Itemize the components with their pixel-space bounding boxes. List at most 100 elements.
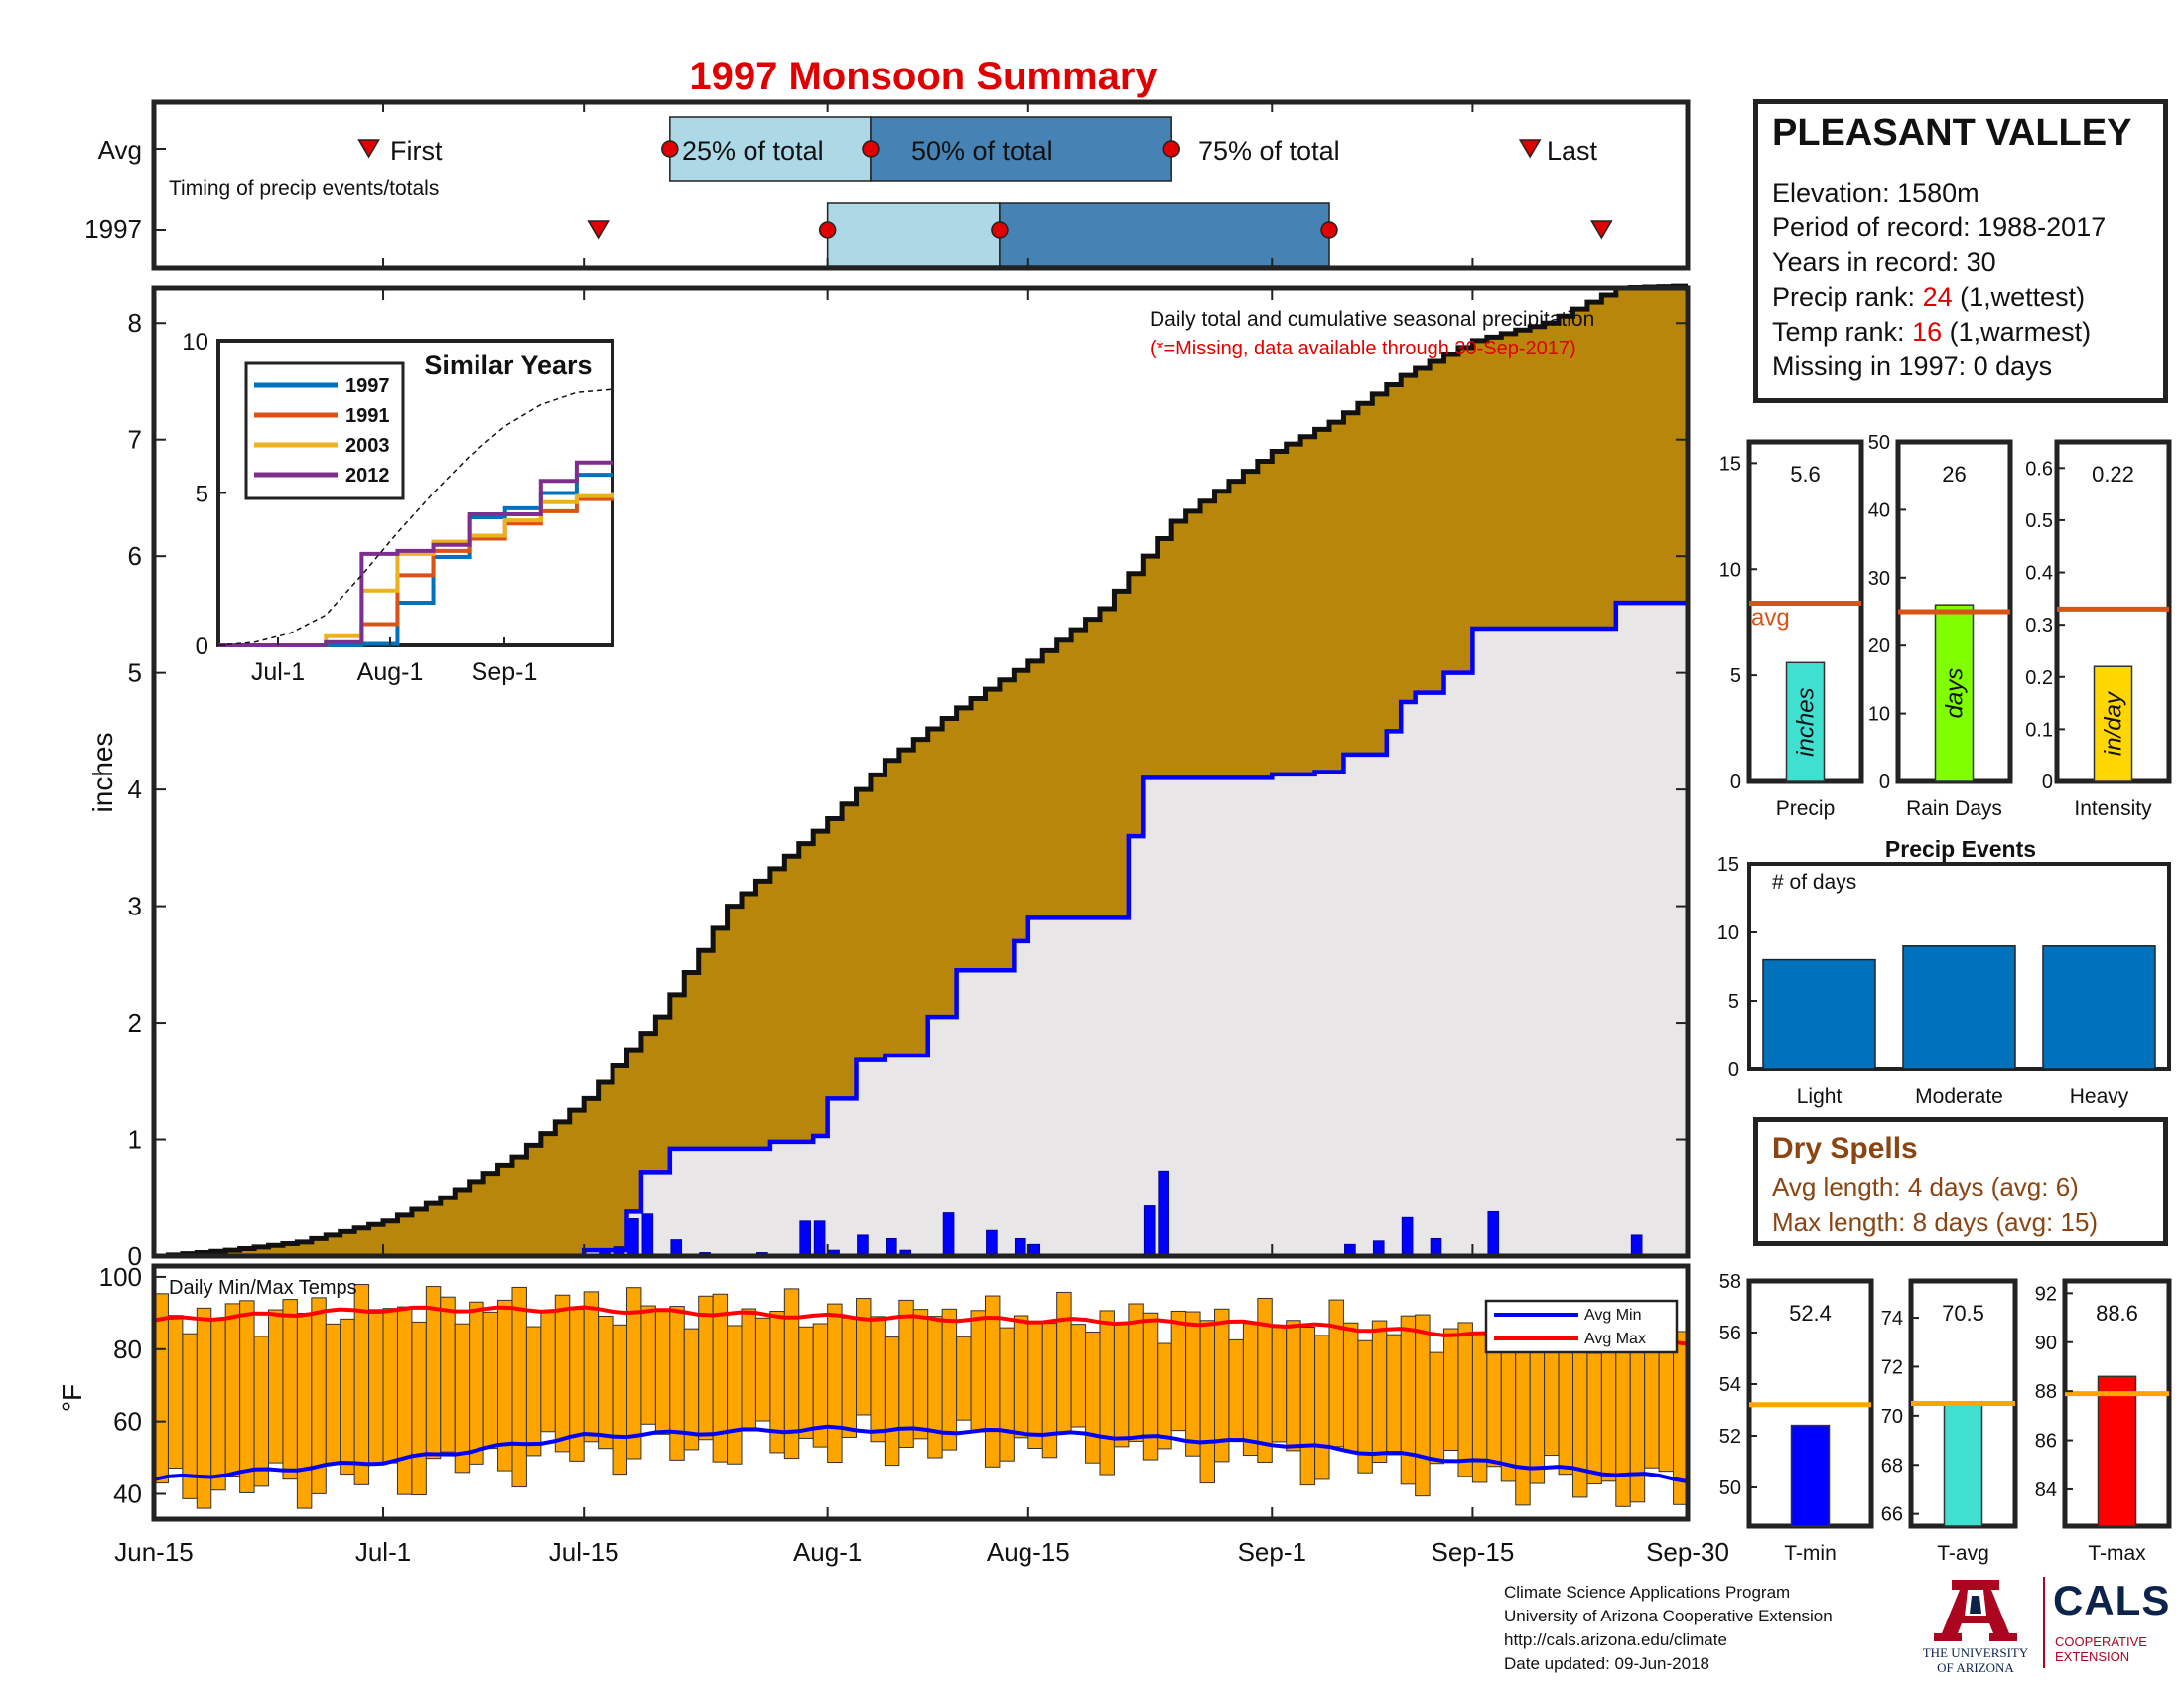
precip-events-chart: Light Moderate Heavy 0 5 10 15 [1717, 854, 2171, 1108]
timing-box-y1997-early [826, 202, 1001, 267]
main-y-axis-label: inches [87, 733, 118, 813]
inset-x-tick-label: Jul-1 [251, 658, 305, 686]
temp-chart-title: Daily Min/Max Temps [169, 1277, 357, 1299]
small-panel-y-tick-label: 0.3 [2025, 615, 2053, 636]
station-period: Period of record: 1988-2017 [1772, 212, 2107, 242]
cals-line2: EXTENSION [2055, 1649, 2130, 1664]
cals-line1: COOPERATIVE [2055, 1634, 2147, 1649]
timing-dot-avg-3 [1162, 140, 1180, 158]
daily-temps-chart: 40 60 80 100 Jun-15 Jul-1 Jul-15 Aug-1 Aug-15 Sep… [99, 1262, 1729, 1567]
daily-precip-bar [857, 1234, 869, 1257]
figure-title: 1997 Monsoon Summary [689, 55, 1158, 98]
daily-temp-range-bar [1571, 1336, 1588, 1498]
daily-temp-range-bar [167, 1315, 184, 1470]
dry-spells-box: Dry Spells Avg length: 4 days (avg: 6) M… [1753, 1117, 2168, 1246]
daily-temp-range-bar [353, 1283, 370, 1485]
temp-summary-y-tick-label: 52 [1719, 1426, 1741, 1448]
daily-temp-range-bar [669, 1306, 685, 1461]
main-y-tick-label: 1 [128, 1125, 142, 1155]
temp-summary-category-label: T-avg [1937, 1542, 1989, 1565]
daily-temp-range-bar [1342, 1322, 1359, 1452]
similar-year-line-2012 [218, 460, 613, 647]
main-plot-frame [151, 285, 1691, 1259]
daily-temp-range-bar [1558, 1332, 1573, 1476]
inset-legend-label: 1991 [345, 405, 390, 427]
avg-min-temp-line [153, 1424, 1689, 1484]
timing-dot-y1997-2 [991, 221, 1009, 239]
daily-temp-range-bar [239, 1300, 255, 1493]
temperature-summary-panels: 52.4 50 52 54 56 58 T-min 70.5 66 68 70 72 74 T-avg 88… [1719, 1271, 2172, 1565]
inset-legend-label: 2012 [345, 465, 390, 487]
small-panel-y-tick-label: 10 [1719, 559, 1741, 581]
main-y-tick-label: 2 [128, 1008, 142, 1038]
average-cumulative-line [154, 283, 1691, 1259]
small-panel-unit-label: days [1942, 668, 1969, 719]
precip-events-category-label: Light [1797, 1085, 1843, 1108]
timing-note: Timing of precip events/totals [169, 177, 439, 200]
timing-triangle-y1997-first [587, 220, 610, 240]
legend-avg-max-label: Avg Max [1584, 1331, 1646, 1347]
cumulative-precip-chart: 0 1 2 3 4 5 6 7 8 [128, 283, 1691, 1271]
temp-summary-y-tick-label: 54 [1719, 1374, 1741, 1396]
daily-temp-range-bar [640, 1305, 656, 1425]
cals-wordmark: CALS [2053, 1577, 2171, 1623]
dry-spells-max-length: Max length: 8 days (avg: 15) [1772, 1207, 2099, 1237]
x-axis-date-label: Sep-30 [1646, 1537, 1729, 1567]
main-y-tick-label: 0 [128, 1241, 142, 1271]
daily-precip-bar [1143, 1205, 1156, 1257]
small-panel-bar-intensity [2093, 665, 2133, 782]
temp-y-tick-label: 100 [99, 1262, 142, 1292]
x-axis-date-label: Jul-1 [355, 1537, 411, 1567]
daily-temp-range-bar [440, 1296, 456, 1453]
daily-temp-range-bar [1170, 1310, 1187, 1432]
daily-temp-range-bar [253, 1336, 270, 1487]
daily-temp-range-bar [1056, 1291, 1072, 1433]
small-panel-y-tick-label: 50 [1868, 432, 1890, 454]
daily-temp-range-bar [1515, 1343, 1531, 1506]
daily-temp-range-bar [1041, 1323, 1058, 1459]
daily-temp-range-bar [956, 1336, 972, 1421]
timing-dot-avg-1 [661, 140, 679, 158]
daily-temp-range-bar [210, 1318, 226, 1491]
daily-temp-range-bar [741, 1308, 756, 1429]
daily-temp-range-bar [340, 1318, 355, 1476]
similar-years-inset: 0 5 10 Jul-1 Aug-1 Sep-1 1997 1991 2003 2012 [182, 329, 614, 686]
station-precip-rank: Precip rank: 24 (1,wettest) [1772, 282, 2085, 313]
timing-triangle-avg-last [1518, 139, 1542, 159]
small-panel-category-label: Rain Days [1906, 797, 2002, 820]
inset-legend-label: 1997 [345, 375, 390, 397]
daily-temp-range-bar [368, 1309, 384, 1465]
inset-y-tick-label: 0 [196, 633, 208, 660]
legend-avg-min-label: Avg Min [1584, 1307, 1642, 1324]
daily-temp-range-bar [984, 1295, 1001, 1468]
avg-max-temp-line [153, 1305, 1689, 1346]
precip-events-y-tick-label: 10 [1717, 922, 1739, 944]
precip-events-title: Precip Events [1885, 836, 2036, 862]
small-panel-value-label: 5.6 [1790, 462, 1821, 487]
precip-events-bar-heavy [2042, 945, 2156, 1070]
main-y-tick-label: 7 [128, 425, 142, 455]
station-name: PLEASANT VALLEY [1772, 112, 2132, 154]
logo-divider [2043, 1577, 2045, 1668]
daily-temp-range-bar [927, 1316, 943, 1459]
small-panel-value-label: 0.22 [2092, 462, 2134, 487]
daily-precip-bar [799, 1220, 811, 1257]
dry-spells-avg-length: Avg length: 4 days (avg: 6) [1772, 1172, 2079, 1201]
precip-rank-value: 24 [1922, 282, 1953, 312]
small-panel-y-tick-label: 0.5 [2025, 510, 2053, 532]
daily-precip-bar [1158, 1170, 1169, 1257]
small-panel-unit-label: inches [1793, 687, 1820, 756]
daily-temp-range-bar [1199, 1320, 1216, 1484]
main-y-tick-label: 5 [128, 658, 142, 688]
temp-summary-value-label: 88.6 [2096, 1301, 2138, 1326]
daily-precip-bar [813, 1220, 826, 1257]
daily-temp-range-bar [1070, 1324, 1087, 1428]
inset-x-tick-label: Aug-1 [357, 658, 424, 686]
main-y-tick-label: 6 [128, 541, 142, 571]
daily-temp-range-bar [1500, 1347, 1517, 1482]
ua-wordmark-line2: OF ARIZONA [1937, 1660, 2014, 1675]
precip-events-bar-light [1762, 958, 1876, 1070]
daily-temp-range-bar [1658, 1346, 1675, 1473]
